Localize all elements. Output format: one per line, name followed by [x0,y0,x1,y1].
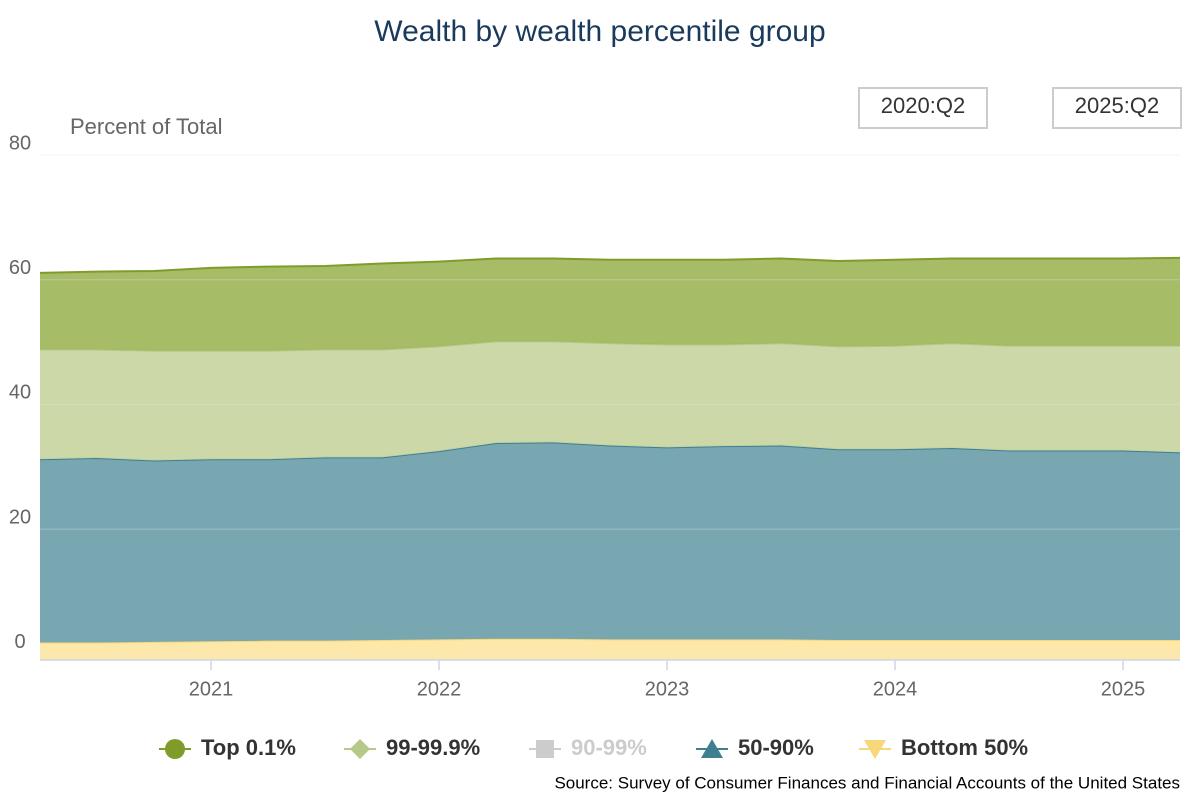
x-tick-label: 2021 [189,678,234,700]
legend-marker[interactable] [864,740,886,759]
legend-label[interactable]: 50-90% [738,735,814,760]
area [40,442,1180,643]
legend-label[interactable]: Top 0.1% [201,735,296,760]
legend-marker[interactable] [350,739,370,759]
range-button[interactable] [858,87,988,129]
y-axis-label: Percent of Total [70,114,222,139]
y-tick-label: 80 [9,132,31,154]
chart-title: Wealth by wealth percentile group [374,15,825,48]
legend-label[interactable]: Bottom 50% [901,735,1028,760]
x-tick-label: 2025 [1101,678,1146,700]
y-tick-label: 20 [9,506,31,528]
legend-label[interactable]: 99-99.9% [386,735,480,760]
area-line [39,256,1181,274]
legend-label[interactable]: 90-99% [571,735,647,760]
area [40,257,1180,351]
y-tick-label: 0 [14,631,25,653]
legend-marker[interactable] [165,739,185,759]
range-button[interactable] [1052,87,1182,129]
range-start[interactable]: 2020:Q2 [881,93,965,118]
source: Source: Survey of Consumer Finances and … [554,773,1180,792]
areas [39,256,1181,660]
x-tick-label: 2023 [645,678,690,700]
grid [40,154,1180,655]
area [40,341,1180,461]
y-tick-label: 40 [9,382,31,404]
area [40,638,1180,660]
x-tick-label: 2022 [417,678,462,700]
legend-marker[interactable] [701,739,723,758]
area-line [39,441,1181,462]
x-tick-label: 2024 [873,678,918,700]
y-tick-label: 60 [9,257,31,279]
legend-marker[interactable] [536,740,554,758]
range-end[interactable]: 2025:Q2 [1075,93,1159,118]
